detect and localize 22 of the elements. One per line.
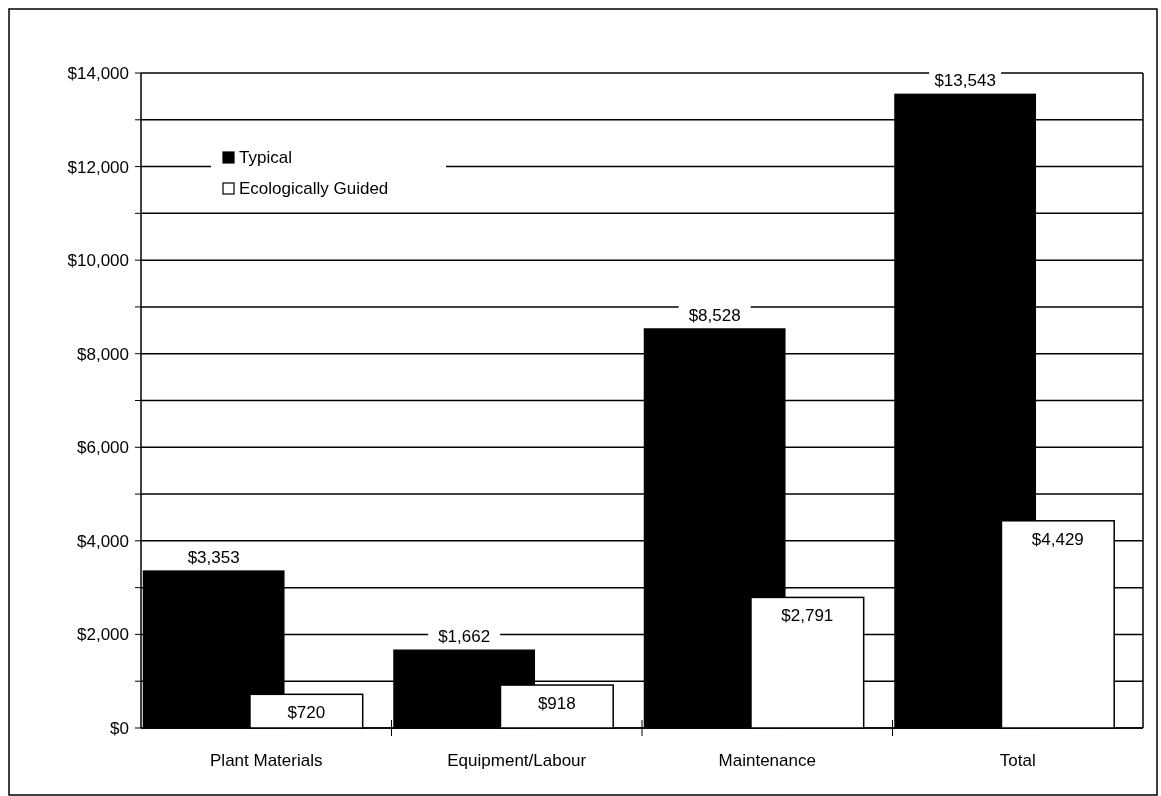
legend-label: Ecologically Guided [239, 179, 389, 198]
data-label: $3,353 [187, 548, 240, 568]
data-label: $918 [537, 694, 576, 714]
data-label: $8,528 [688, 306, 741, 326]
y-tick-label: $6,000 [77, 438, 129, 458]
x-tick-label: Equipment/Labour [447, 751, 587, 770]
y-tick-label: $14,000 [67, 63, 129, 83]
data-label: $1,662 [438, 627, 491, 647]
x-tick-label: Plant Materials [210, 751, 323, 770]
y-tick-label: $12,000 [67, 157, 129, 177]
data-label: $13,543 [934, 71, 996, 91]
data-label: $4,429 [1031, 529, 1084, 549]
y-tick-label: $2,000 [77, 625, 129, 645]
legend-label: Typical [239, 148, 292, 167]
y-tick-label: $4,000 [77, 531, 129, 551]
data-label: $720 [287, 703, 326, 723]
y-tick-label: $0 [110, 718, 129, 738]
y-tick-label: $10,000 [67, 251, 129, 271]
x-tick-label: Maintenance [718, 751, 816, 770]
data-label: $2,791 [781, 606, 834, 626]
y-tick-label: $8,000 [77, 344, 129, 364]
x-tick-label: Total [999, 751, 1036, 770]
